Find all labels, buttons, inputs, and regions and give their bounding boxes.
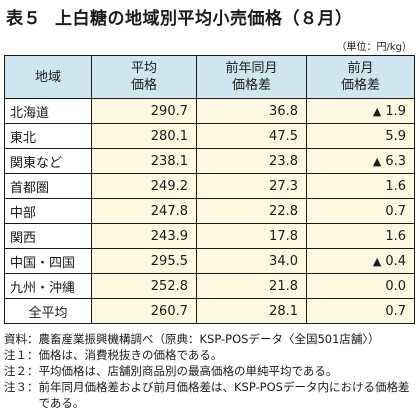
table-row: 中国・四国 295.5 34.0 ▲ 0.4: [4, 248, 415, 274]
mom-diff-cell: 5.9: [306, 123, 415, 149]
increase-triangle-icon: ▲: [372, 104, 382, 118]
table-row: 関東など 238.1 23.8 ▲ 6.3: [4, 148, 415, 174]
yoy-diff-cell: 23.8: [196, 148, 307, 174]
mom-diff-cell: 0.7: [306, 198, 415, 224]
area-cell: 関東など: [4, 148, 92, 174]
mom-diff-cell: 0.0: [306, 273, 415, 299]
avg-price-cell: 280.1: [91, 123, 197, 149]
header-avg-price: 平均 価格: [91, 55, 197, 99]
unit-label: （単位：円/kg）: [336, 42, 412, 53]
header-yoy-diff: 前年同月 価格差: [196, 55, 307, 99]
mom-diff-cell: ▲ 0.4: [306, 248, 415, 274]
table-title: 上白糖の地域別平均小売価格（８月）: [55, 9, 353, 29]
yoy-diff-cell: 17.8: [196, 223, 307, 249]
total-row: 全平均 260.7 28.1 0.7: [4, 298, 415, 324]
table-row: 北海道 290.7 36.8 ▲ 1.9: [4, 98, 415, 124]
increase-triangle-icon: ▲: [372, 254, 382, 268]
avg-price-cell: 252.8: [91, 273, 197, 299]
note-1: 注１： 価格は、消費税抜きの価格である。: [4, 348, 223, 362]
avg-price-cell: 290.7: [91, 98, 197, 124]
mom-diff-cell: ▲ 1.9: [306, 98, 415, 124]
yoy-diff-cell: 47.5: [196, 123, 307, 149]
header-area: 地域: [4, 55, 92, 99]
avg-price-cell: 295.5: [91, 248, 197, 274]
avg-price-cell: 247.8: [91, 198, 197, 224]
note-2: 注２： 平均価格は、店舗別商品別の最高価格の単純平均である。: [4, 364, 338, 378]
avg-price-cell: 238.1: [91, 148, 197, 174]
yoy-diff-cell: 28.1: [196, 298, 307, 324]
avg-price-cell: 260.7: [91, 298, 197, 324]
avg-price-cell: 243.9: [91, 223, 197, 249]
area-cell: 中部: [4, 198, 92, 224]
table-row: 東北 280.1 47.5 5.9: [4, 123, 415, 149]
table-row: 九州・沖縄 252.8 21.8 0.0: [4, 273, 415, 299]
note-source: 資料： 農畜産業振興機構調べ（原典：KSP-POSデータ〈全国501店舗〉）: [4, 332, 380, 346]
yoy-diff-cell: 21.8: [196, 273, 307, 299]
yoy-diff-cell: 27.3: [196, 173, 307, 199]
table-number: 表５: [6, 9, 41, 29]
area-cell: 北海道: [4, 98, 92, 124]
mom-diff-cell: ▲ 6.3: [306, 148, 415, 174]
note-3: 注３： 前年同月価格差および前月価格差は、KSP-POSデータ内における価格差であ…: [4, 380, 410, 410]
avg-price-cell: 249.2: [91, 173, 197, 199]
page-title: 表５ 上白糖の地域別平均小売価格（８月）: [6, 4, 353, 29]
mom-diff-cell: 1.6: [306, 173, 415, 199]
increase-triangle-icon: ▲: [372, 154, 382, 168]
area-cell: 首都圏: [4, 173, 92, 199]
table-row: 関西 243.9 17.8 1.6: [4, 223, 415, 249]
notes: 資料： 農畜産業振興機構調べ（原典：KSP-POSデータ〈全国501店舗〉） 注１…: [4, 331, 416, 411]
area-cell: 関西: [4, 223, 92, 249]
mom-diff-cell: 1.6: [306, 223, 415, 249]
table-row: 首都圏 249.2 27.3 1.6: [4, 173, 415, 199]
area-cell: 中国・四国: [4, 248, 92, 274]
area-cell: 全平均: [4, 298, 92, 324]
price-table: 地域 平均 価格 前年同月 価格差 前月 価格差 北海道 290.7 36.8 ▲ 1.9 東北…: [4, 55, 415, 324]
area-cell: 九州・沖縄: [4, 273, 92, 299]
yoy-diff-cell: 34.0: [196, 248, 307, 274]
header-mom-diff: 前月 価格差: [306, 55, 415, 99]
yoy-diff-cell: 22.8: [196, 198, 307, 224]
area-cell: 東北: [4, 123, 92, 149]
header-row: 地域 平均 価格 前年同月 価格差 前月 価格差: [4, 55, 415, 99]
table-row: 中部 247.8 22.8 0.7: [4, 198, 415, 224]
yoy-diff-cell: 36.8: [196, 98, 307, 124]
mom-diff-cell: 0.7: [306, 298, 415, 324]
